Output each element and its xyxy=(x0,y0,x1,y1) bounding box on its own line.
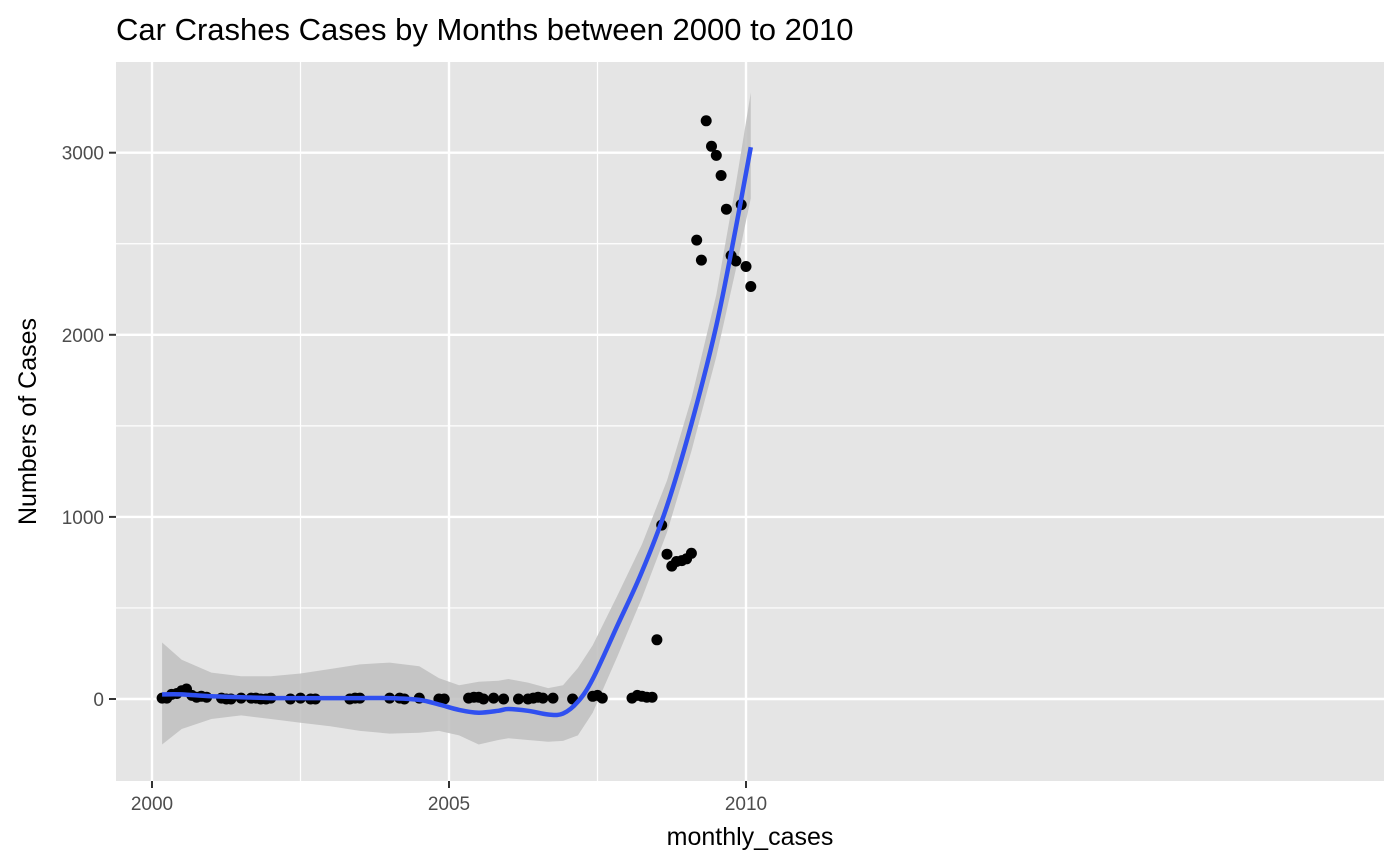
x-tick-label: 2010 xyxy=(725,794,767,815)
data-point xyxy=(730,255,742,267)
data-point xyxy=(691,234,703,246)
y-axis-title: Numbers of Cases xyxy=(14,318,42,525)
x-axis-title: monthly_cases xyxy=(667,823,834,851)
data-point xyxy=(478,693,489,705)
data-point xyxy=(537,692,549,704)
data-point xyxy=(720,203,732,215)
y-tick-label: 1000 xyxy=(62,508,104,529)
data-point xyxy=(685,547,697,559)
data-point xyxy=(700,115,712,127)
minor-gridlines xyxy=(116,62,1384,781)
y-tick-label: 3000 xyxy=(62,144,104,165)
data-point xyxy=(488,692,500,704)
y-tick-label: 0 xyxy=(93,690,104,711)
data-point xyxy=(740,261,752,272)
y-tick-label: 2000 xyxy=(62,326,104,347)
data-point xyxy=(498,693,510,705)
data-point xyxy=(438,693,450,705)
data-point xyxy=(596,692,608,704)
data-point xyxy=(695,254,707,266)
y-axis: 0 1000 2000 3000 xyxy=(62,144,116,711)
data-point xyxy=(706,140,717,152)
data-point xyxy=(715,170,727,181)
data-point xyxy=(513,693,524,705)
confidence-ribbon xyxy=(162,92,751,745)
data-point xyxy=(651,634,663,646)
data-point xyxy=(547,692,559,704)
data-point xyxy=(745,281,757,292)
x-tick-label: 2005 xyxy=(428,794,470,815)
data-point xyxy=(710,149,722,161)
smooth-trend-line xyxy=(162,146,754,718)
data-point xyxy=(661,548,673,560)
x-tick-label: 2000 xyxy=(131,794,173,815)
data-point xyxy=(646,691,658,703)
x-axis: 2000 2005 2010 xyxy=(131,781,767,815)
chart-title: Car Crashes Cases by Months between 2000… xyxy=(116,12,854,47)
